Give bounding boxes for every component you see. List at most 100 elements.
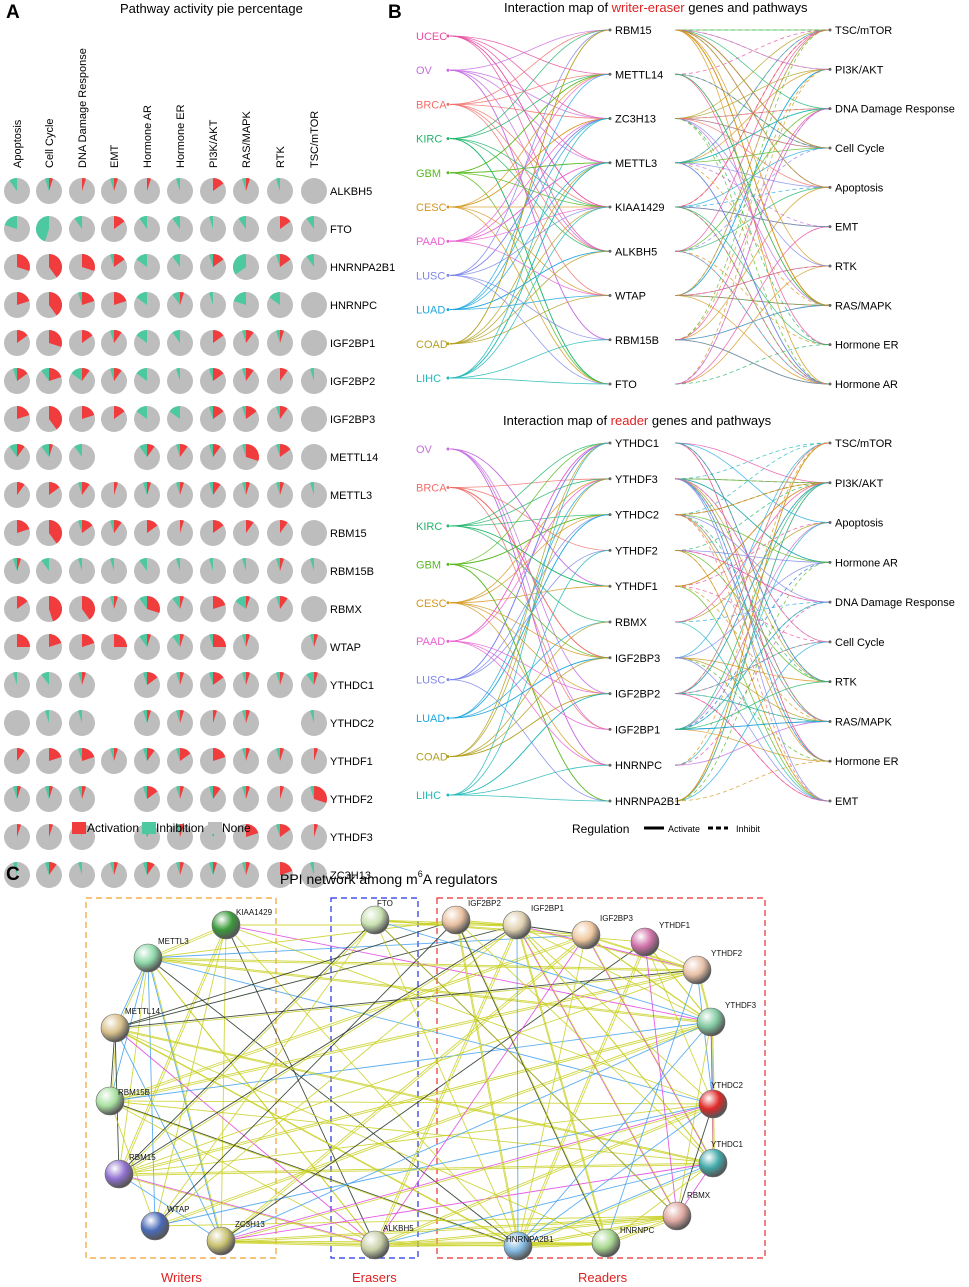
ppi-node-wtap[interactable]: WTAP: [140, 1205, 190, 1241]
ppi-edge: [516, 924, 698, 971]
writer-eraser-cancer-gene-edge: [449, 35, 611, 252]
ppi-edge: [156, 1023, 713, 1228]
node-label: RBMX: [687, 1191, 711, 1200]
reader-gene-pathway-edge: [674, 442, 830, 762]
writer-eraser-pathway-label-emt: EMT: [835, 222, 859, 234]
writer-eraser-gene-pathway-edge: [674, 118, 830, 385]
pie-igf2bp2-emt: [101, 368, 127, 394]
reader-gene-pathway-edge: [674, 442, 830, 484]
ppi-node-ythdf3[interactable]: YTHDF3: [696, 1001, 757, 1037]
pie-ythdc1-tsc-mtor: [301, 671, 327, 698]
ppi-node-igf2bp2[interactable]: IGF2BP2: [441, 899, 501, 935]
ppi-edge: [605, 969, 698, 1244]
ppi-node-kiaa1429[interactable]: KIAA1429: [211, 908, 273, 940]
pie-inhibition-slice: [136, 330, 147, 343]
pie-ythdf2-tsc-mtor: [301, 786, 327, 812]
pie-activation-slice: [280, 672, 285, 685]
writer-eraser-pathway-label-ras-mapk: RAS/MAPK: [835, 300, 893, 312]
pie-wtap-cell-cycle: [36, 634, 62, 660]
pie-ythdf1-rtk: [267, 748, 293, 774]
ppi-node-ythdc2[interactable]: YTHDC2: [698, 1081, 744, 1119]
node-label: FTO: [377, 899, 393, 908]
ppi-node-igf2bp3[interactable]: IGF2BP3: [571, 914, 633, 950]
pie-activation-slice: [147, 634, 152, 647]
reader-gene-pathway-edge: [674, 482, 830, 730]
pie-inhibition-slice: [44, 710, 49, 723]
ppi-node-ythdf2[interactable]: YTHDF2: [682, 949, 743, 985]
ppi-edge: [676, 1021, 712, 1217]
pie-activation-slice: [246, 330, 254, 343]
pie-zc3h13-hormone-ar: [134, 862, 160, 888]
pie-mettl3-hormone-er: [167, 482, 193, 508]
ppi-node-rbm15b[interactable]: RBM15B: [95, 1086, 150, 1116]
pie-inhibition-slice: [77, 786, 82, 799]
pie-rbm15b-cell-cycle: [36, 558, 62, 584]
pie-inhibition-slice: [232, 254, 246, 275]
ppi-node-zc3h13[interactable]: ZC3H13: [206, 1220, 265, 1256]
reader-cancer-gene-edge: [449, 679, 611, 802]
pie-inhibition-slice: [139, 216, 147, 229]
reader-cancer-gene-edge: [449, 487, 611, 730]
pie-activation-slice: [280, 520, 288, 533]
pie-rbm15-cell-cycle: [36, 520, 63, 546]
ppi-node-alkbh5[interactable]: ALKBH5: [360, 1224, 414, 1260]
pie-igf2bp2-hormone-ar: [134, 367, 160, 394]
ppi-node-rbm15[interactable]: RBM15: [104, 1153, 156, 1189]
ppi-edge: [517, 1162, 714, 1247]
ppi-node-igf2bp1[interactable]: IGF2BP1: [502, 904, 564, 940]
pie-rbm15-dna-damage-response: [69, 520, 95, 546]
pie-inhibition-slice: [208, 216, 213, 229]
ppi-node-rbmx[interactable]: RBMX: [662, 1191, 711, 1231]
pie-rbm15-emt: [101, 520, 127, 546]
ppi-node-ythdc1[interactable]: YTHDC1: [698, 1140, 744, 1178]
node-bubble: [571, 920, 601, 950]
ppi-node-mettl3[interactable]: METTL3: [133, 937, 189, 973]
ppi-edge: [374, 924, 518, 1246]
pie-activation-slice: [280, 596, 288, 609]
pie-inhibition-slice: [172, 216, 180, 229]
pie-igf2bp2-dna-damage-response: [69, 367, 95, 394]
ppi-edge: [518, 926, 608, 1245]
pie-inhibition-slice: [142, 672, 147, 685]
reader-gene-pathway-edge: [674, 482, 830, 515]
writer-eraser-cancer-gene-edge: [449, 29, 611, 345]
writer-eraser-gene-pathway-edge: [674, 29, 830, 119]
pie-igf2bp3-cell-cycle: [36, 406, 63, 432]
ppi-node-ythdf1[interactable]: YTHDF1: [630, 921, 691, 957]
pie-inhibition-slice: [175, 444, 180, 457]
reader-gene-pathway-edge: [674, 601, 830, 730]
writer-eraser-cancer-gene-edge: [449, 240, 611, 296]
ppi-node-hnrnpa2b1[interactable]: HNRNPA2B1: [503, 1231, 554, 1261]
pie-activation-slice: [114, 520, 122, 533]
writer-eraser-gene-pathway-edge: [674, 162, 830, 385]
pie-activation-slice: [180, 482, 185, 495]
pie-activation-slice: [280, 330, 285, 343]
pie-inhibition-slice: [275, 748, 280, 761]
cancer-node-ov: [446, 447, 450, 451]
pie-hnrnpc-emt: [101, 292, 127, 318]
pie-activation-slice: [280, 444, 291, 457]
ppi-node-hnrnpc[interactable]: HNRNPC: [591, 1226, 654, 1258]
pie-activation-slice: [280, 482, 285, 495]
ppi-edge: [114, 969, 698, 1029]
row-label-rbm15: RBM15: [330, 528, 367, 540]
node-bubble: [360, 905, 390, 935]
pie-hnrnpc-dna-damage-response: [69, 292, 95, 318]
ppi-node-fto[interactable]: FTO: [360, 899, 393, 935]
row-label-ythdf1: YTHDF1: [330, 756, 373, 768]
pie-activation-slice: [17, 786, 22, 799]
pie-fto-dna-damage-response: [69, 216, 95, 242]
pie-inhibition-slice: [109, 368, 114, 381]
ppi-node-mettl14[interactable]: METTL14: [100, 1007, 161, 1043]
reader-gene-pathway-edge: [674, 561, 830, 730]
pie-inhibition-slice: [109, 862, 114, 875]
pie-igf2bp3-emt: [101, 406, 127, 432]
pie-rbm15b-hormone-er: [167, 558, 193, 584]
reader-cancer-gene-edge: [449, 550, 611, 681]
pie-activation-slice: [49, 178, 54, 191]
pie-igf2bp2-pi3k-akt: [200, 368, 226, 394]
cancer-node-kirc: [446, 524, 450, 528]
pie-ythdc2-hormone-er: [167, 710, 193, 736]
pie-activation-slice: [82, 254, 95, 272]
reader-cancer-label-brca: BRCA: [416, 482, 447, 494]
